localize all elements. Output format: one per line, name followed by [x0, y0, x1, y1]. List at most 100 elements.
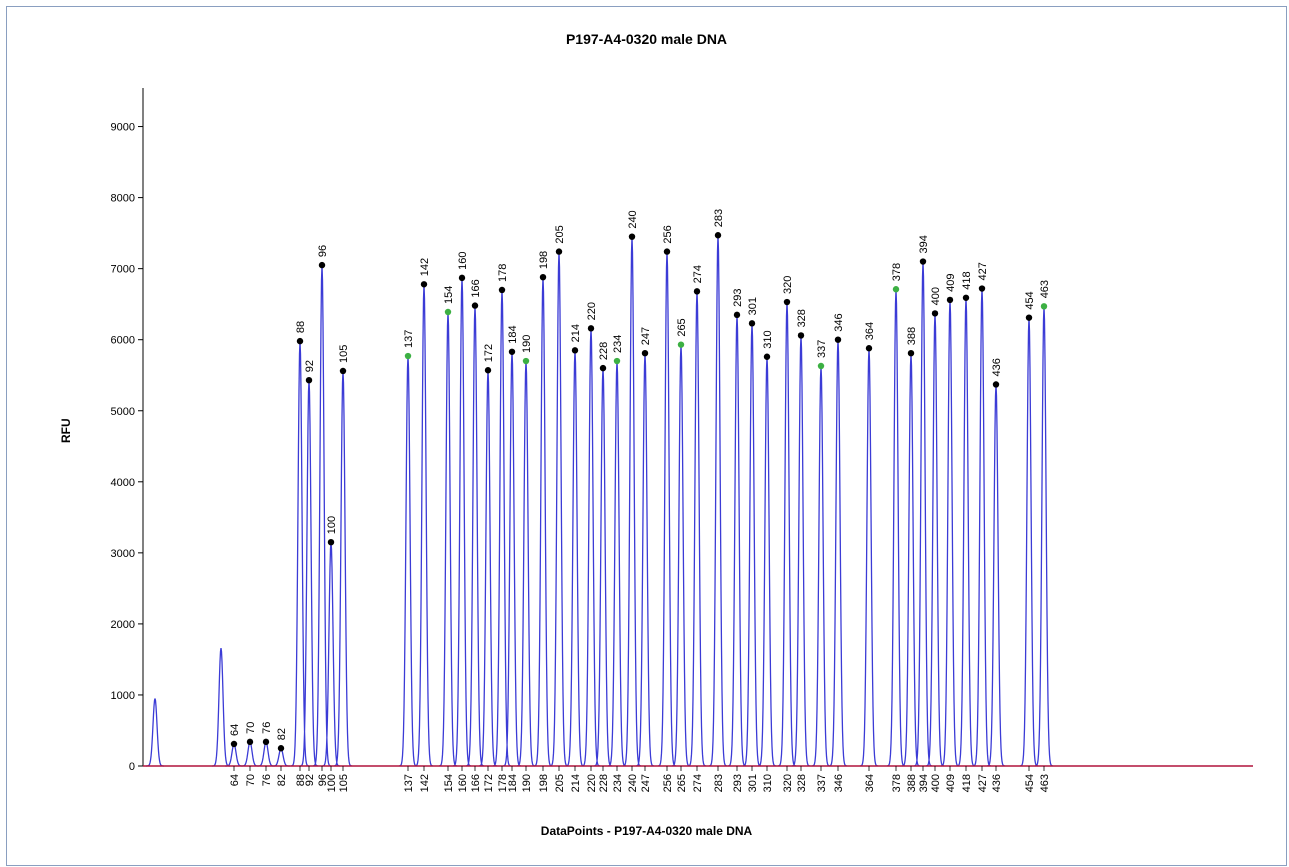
peak-marker: [318, 261, 326, 269]
x-tick-label: 346: [833, 774, 845, 792]
x-tick-label: 274: [692, 774, 704, 792]
peak-label: 378: [891, 263, 903, 281]
peak-marker: [327, 538, 335, 546]
peak-label: 256: [662, 225, 674, 243]
x-tick-label: 328: [796, 774, 808, 792]
peak-marker: [817, 362, 825, 370]
peak-label: 82: [276, 728, 288, 740]
x-tick-label: 198: [538, 774, 550, 792]
peak-marker: [296, 337, 304, 345]
peak-label: 310: [762, 330, 774, 348]
peak-label: 427: [977, 262, 989, 280]
peak-marker: [733, 311, 741, 319]
y-tick-label: 8000: [111, 193, 135, 205]
x-tick-label: 265: [676, 774, 688, 792]
peak-marker: [992, 381, 1000, 388]
peak-marker: [571, 347, 579, 354]
peak-marker: [484, 367, 492, 374]
peak-label: 364: [864, 322, 876, 340]
peak-marker: [962, 294, 970, 301]
x-tick-label: 228: [598, 774, 610, 792]
x-tick-label: 337: [816, 774, 828, 792]
peak-label: 190: [521, 335, 533, 353]
x-tick-label: 160: [457, 774, 469, 792]
peak-trace: [146, 235, 1054, 767]
x-tick-label: 88: [295, 774, 307, 786]
peak-marker: [1040, 303, 1048, 310]
peak-marker: [1025, 314, 1033, 321]
peak-label: 265: [676, 318, 688, 336]
peak-marker: [262, 738, 270, 746]
peak-label: 137: [403, 330, 415, 348]
peak-label: 409: [945, 274, 957, 292]
peak-marker: [420, 281, 428, 288]
peak-label: 337: [816, 340, 828, 358]
peak-label: 388: [906, 327, 918, 345]
x-tick-label: 214: [570, 774, 582, 792]
peak-label: 64: [229, 724, 241, 736]
x-tick-label: 184: [507, 774, 519, 792]
peak-marker: [404, 352, 412, 360]
peak-marker: [230, 740, 238, 748]
peak-marker: [246, 738, 254, 746]
peak-label: 160: [457, 252, 469, 270]
peak-label: 240: [627, 210, 639, 228]
x-tick-label: 463: [1039, 774, 1051, 792]
x-tick-label: 436: [991, 774, 1003, 792]
peak-label: 320: [782, 276, 794, 294]
x-tick-label: 220: [586, 774, 598, 792]
peak-marker: [305, 376, 313, 384]
x-tick-label: 418: [961, 774, 973, 792]
peak-marker: [693, 288, 701, 295]
x-tick-label: 142: [419, 774, 431, 792]
peak-marker: [931, 310, 939, 317]
peak-marker: [834, 336, 842, 343]
peak-marker: [907, 349, 915, 357]
x-tick-label: 96: [317, 774, 329, 786]
peak-marker: [714, 232, 722, 239]
peak-marker: [865, 345, 873, 352]
peak-marker: [677, 341, 685, 348]
peak-label: 346: [833, 313, 845, 331]
y-tick-label: 4000: [111, 477, 135, 489]
x-tick-label: 310: [762, 774, 774, 792]
x-tick-label: 240: [627, 774, 639, 792]
peak-label: 172: [483, 344, 495, 362]
peak-label: 436: [991, 358, 1003, 376]
peak-marker: [641, 349, 649, 357]
peak-label: 96: [317, 245, 329, 257]
peak-marker: [797, 332, 805, 339]
x-tick-label: 427: [977, 774, 989, 792]
peak-label: 418: [961, 271, 973, 289]
peak-marker: [539, 273, 547, 281]
x-tick-label: 247: [640, 774, 652, 792]
peak-marker: [919, 258, 927, 265]
y-tick-label: 7000: [111, 264, 135, 276]
peak-marker: [628, 233, 636, 240]
peak-marker: [555, 248, 563, 255]
peak-marker: [444, 308, 452, 316]
peak-label: 301: [747, 297, 759, 315]
peak-label: 274: [692, 265, 704, 283]
peak-marker: [498, 286, 506, 294]
y-tick-label: 1000: [111, 690, 135, 702]
x-tick-label: 293: [732, 774, 744, 792]
x-tick-label: 400: [930, 774, 942, 792]
x-tick-label: 378: [891, 774, 903, 792]
peak-marker: [892, 286, 900, 293]
x-tick-label: 283: [713, 774, 725, 792]
peak-label: 88: [295, 321, 307, 333]
x-tick-label: 105: [338, 774, 350, 792]
y-tick-label: 3000: [111, 548, 135, 560]
peak-label: 454: [1024, 291, 1036, 309]
peak-label: 234: [612, 335, 624, 353]
peak-marker: [783, 298, 791, 306]
x-tick-label: 70: [245, 774, 257, 786]
x-tick-label: 190: [521, 774, 533, 792]
peak-label: 214: [570, 324, 582, 342]
x-tick-label: 394: [918, 774, 930, 792]
peak-label: 92: [304, 360, 316, 372]
y-tick-label: 2000: [111, 619, 135, 631]
peak-marker: [748, 320, 756, 327]
x-tick-label: 454: [1024, 774, 1036, 792]
